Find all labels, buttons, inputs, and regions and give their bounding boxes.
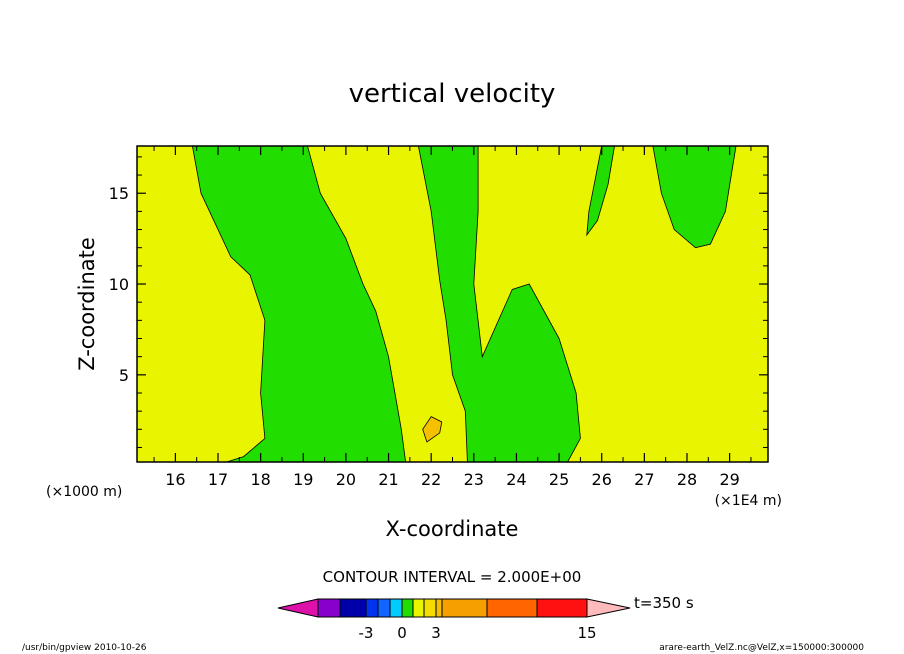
positive-region-3 bbox=[652, 145, 737, 249]
x-tick-label: 24 bbox=[506, 470, 526, 489]
colorbar-segment bbox=[377, 598, 391, 618]
x-tick-label: 22 bbox=[421, 470, 441, 489]
colorbar-segment bbox=[401, 598, 414, 618]
colorbar-lower-triangle bbox=[277, 598, 319, 618]
time-label: t=350 s bbox=[634, 594, 694, 612]
y-unit-label: (×1000 m) bbox=[46, 484, 122, 500]
colorbar-label: 0 bbox=[397, 624, 407, 642]
x-tick-label: 19 bbox=[293, 470, 313, 489]
x-tick-label: 28 bbox=[677, 470, 697, 489]
colorbar-upper-triangle bbox=[586, 598, 631, 618]
colorbar-segment bbox=[339, 598, 367, 618]
plot-area bbox=[137, 145, 768, 463]
colorbar-segment bbox=[389, 598, 403, 618]
colorbar-segment bbox=[412, 598, 425, 618]
y-tick-label: 10 bbox=[109, 275, 129, 294]
x-tick-label: 17 bbox=[208, 470, 228, 489]
x-tick-label: 20 bbox=[336, 470, 356, 489]
y-tick-label: 15 bbox=[109, 184, 129, 203]
x-tick-label: 26 bbox=[592, 470, 612, 489]
y-tick-label: 5 bbox=[119, 366, 129, 385]
contour-interval-label: CONTOUR INTERVAL = 2.000E+00 bbox=[323, 568, 582, 586]
y-axis-label: Z-coordinate bbox=[75, 237, 99, 371]
colorbar-label: 15 bbox=[577, 624, 596, 642]
axes: 16 17 18 19 20 21 22 23 24 25 26 27 28 29 5 10 15 bbox=[109, 145, 769, 489]
colorbar-segment bbox=[317, 598, 341, 618]
colorbar-label: -3 bbox=[359, 624, 374, 642]
colorbar-segment bbox=[365, 598, 379, 618]
x-tick-label: 29 bbox=[719, 470, 739, 489]
colorbar-segment bbox=[441, 598, 488, 618]
small_positive-region-4 bbox=[422, 416, 443, 443]
footer-left: /usr/bin/gpview 2010-10-26 bbox=[22, 643, 147, 653]
chart-title: vertical velocity bbox=[349, 79, 556, 109]
positive-region-1 bbox=[417, 145, 581, 463]
colorbar-segment bbox=[423, 598, 437, 618]
colorbar-segment bbox=[486, 598, 538, 618]
x-unit-label: (×1E4 m) bbox=[715, 493, 782, 509]
colorbar-label: 3 bbox=[431, 624, 441, 642]
x-tick-label: 18 bbox=[250, 470, 270, 489]
footer-right: arare-earth_VelZ.nc@VelZ,x=150000:300000 bbox=[659, 643, 864, 653]
x-tick-label: 25 bbox=[549, 470, 569, 489]
colorbar-segment bbox=[435, 598, 443, 618]
x-tick-label: 16 bbox=[165, 470, 185, 489]
x-axis-label: X-coordinate bbox=[386, 517, 519, 541]
colorbar: -3 0 3 15 bbox=[277, 598, 631, 642]
colorbar-segment bbox=[536, 598, 588, 618]
x-tick-label: 27 bbox=[634, 470, 654, 489]
x-tick-label: 23 bbox=[464, 470, 484, 489]
x-tick-label: 21 bbox=[378, 470, 398, 489]
